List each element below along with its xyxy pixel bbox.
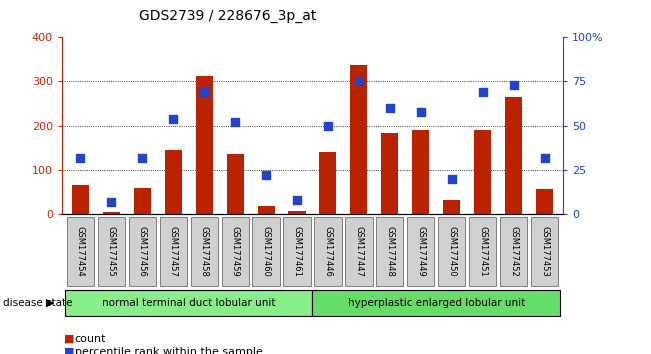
FancyBboxPatch shape (500, 217, 527, 286)
Bar (72, 185, 89, 214)
FancyBboxPatch shape (253, 217, 280, 286)
Text: GSM177456: GSM177456 (138, 226, 146, 277)
Point (508, 82, 519, 88)
FancyBboxPatch shape (531, 217, 558, 286)
Text: GDS2739 / 228676_3p_at: GDS2739 / 228676_3p_at (139, 9, 316, 23)
FancyBboxPatch shape (345, 217, 372, 286)
Bar (258, 206, 275, 214)
Bar (381, 133, 398, 214)
Text: GSM177452: GSM177452 (509, 226, 518, 277)
Text: GSM177460: GSM177460 (262, 226, 271, 277)
Text: GSM177449: GSM177449 (416, 226, 425, 277)
Text: GSM177459: GSM177459 (230, 226, 240, 277)
Point (539, 155, 549, 160)
Point (353, 79, 364, 84)
Point (168, 116, 178, 121)
Point (230, 119, 240, 125)
FancyBboxPatch shape (438, 217, 465, 286)
Text: GSM177450: GSM177450 (447, 226, 456, 277)
Text: GSM177451: GSM177451 (478, 226, 487, 277)
Point (323, 123, 333, 129)
Text: GSM177455: GSM177455 (107, 226, 116, 277)
Point (477, 89, 488, 95)
Text: GSM177448: GSM177448 (385, 226, 395, 277)
Point (261, 172, 271, 178)
Bar (103, 212, 120, 214)
Bar (474, 130, 491, 214)
FancyBboxPatch shape (191, 217, 218, 286)
Bar (443, 200, 460, 214)
FancyBboxPatch shape (221, 217, 249, 286)
Text: hyperplastic enlarged lobular unit: hyperplastic enlarged lobular unit (348, 298, 525, 308)
FancyBboxPatch shape (407, 217, 434, 286)
Point (447, 176, 457, 182)
Text: ■: ■ (64, 334, 74, 344)
Text: GSM177458: GSM177458 (200, 226, 209, 277)
FancyBboxPatch shape (314, 217, 342, 286)
FancyBboxPatch shape (469, 217, 496, 286)
FancyBboxPatch shape (67, 217, 94, 286)
Bar (350, 65, 367, 214)
Point (137, 155, 148, 160)
FancyBboxPatch shape (159, 217, 187, 286)
Text: normal terminal duct lobular unit: normal terminal duct lobular unit (102, 298, 275, 308)
Text: GSM177454: GSM177454 (76, 226, 85, 277)
FancyBboxPatch shape (312, 290, 560, 316)
FancyBboxPatch shape (376, 217, 404, 286)
Text: GSM177447: GSM177447 (354, 226, 363, 277)
Bar (412, 130, 429, 214)
Point (76, 155, 86, 160)
Bar (165, 150, 182, 214)
FancyBboxPatch shape (283, 217, 311, 286)
Text: percentile rank within the sample: percentile rank within the sample (75, 347, 263, 354)
Point (106, 199, 117, 205)
Bar (536, 188, 553, 214)
Bar (134, 188, 151, 214)
FancyBboxPatch shape (98, 217, 125, 286)
Text: count: count (75, 334, 106, 344)
Text: ▶: ▶ (46, 298, 55, 308)
Point (385, 105, 395, 111)
Text: GSM177453: GSM177453 (540, 226, 549, 277)
Text: GSM177457: GSM177457 (169, 226, 178, 277)
Bar (320, 152, 337, 214)
Text: GSM177446: GSM177446 (324, 226, 333, 277)
Point (199, 89, 210, 95)
Text: ■: ■ (64, 347, 74, 354)
Bar (288, 211, 305, 214)
Bar (196, 76, 213, 214)
Text: GSM177461: GSM177461 (292, 226, 301, 277)
Point (292, 197, 302, 203)
Point (415, 109, 426, 114)
FancyBboxPatch shape (65, 290, 312, 316)
Bar (227, 154, 243, 214)
FancyBboxPatch shape (129, 217, 156, 286)
Text: disease state: disease state (3, 298, 73, 308)
Bar (505, 97, 522, 214)
